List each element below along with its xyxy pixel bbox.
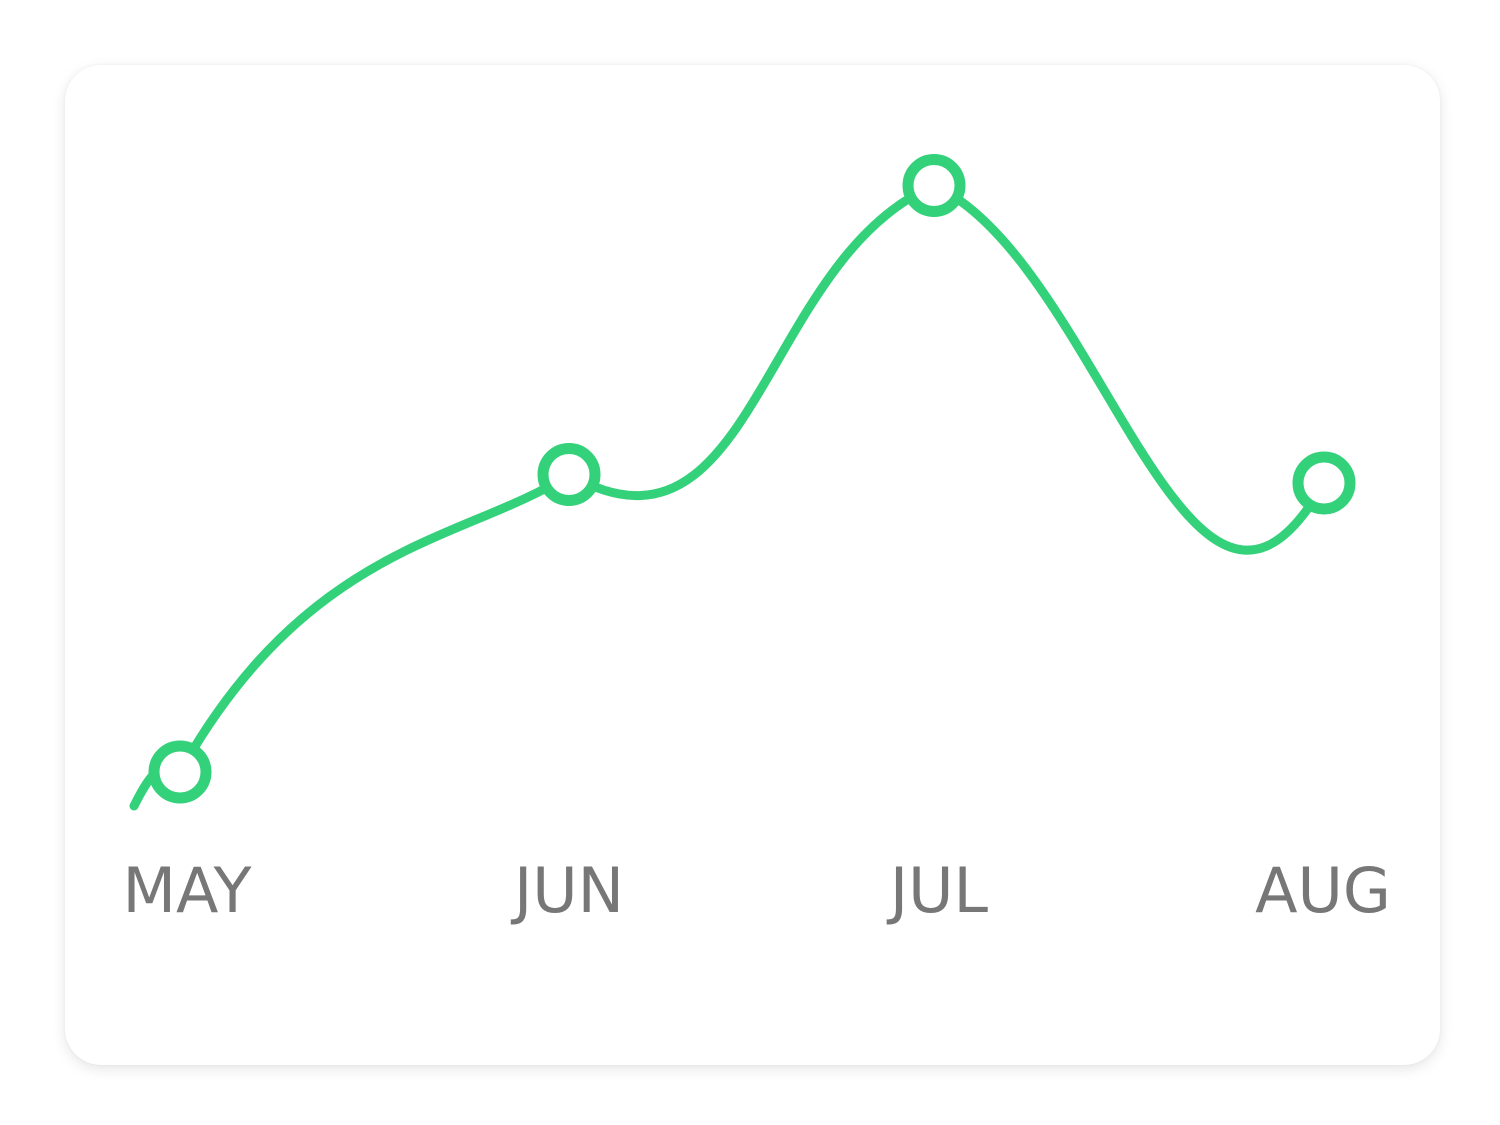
data-point-may[interactable] [148, 740, 212, 804]
x-axis: MAY JUN JUL AUG [123, 854, 1391, 927]
x-tick-label: JUN [510, 854, 624, 927]
data-point-jun[interactable] [537, 443, 601, 506]
x-tick-label: JUL [886, 854, 989, 927]
x-tick-label: AUG [1255, 854, 1391, 927]
data-point-jul[interactable] [902, 154, 966, 217]
series-layer [129, 181, 1329, 811]
series-line [129, 181, 1329, 811]
data-point-aug[interactable] [1292, 451, 1356, 515]
marker-layer [148, 154, 1356, 804]
chart-card [65, 65, 1440, 1065]
x-tick-label: MAY [123, 854, 252, 927]
